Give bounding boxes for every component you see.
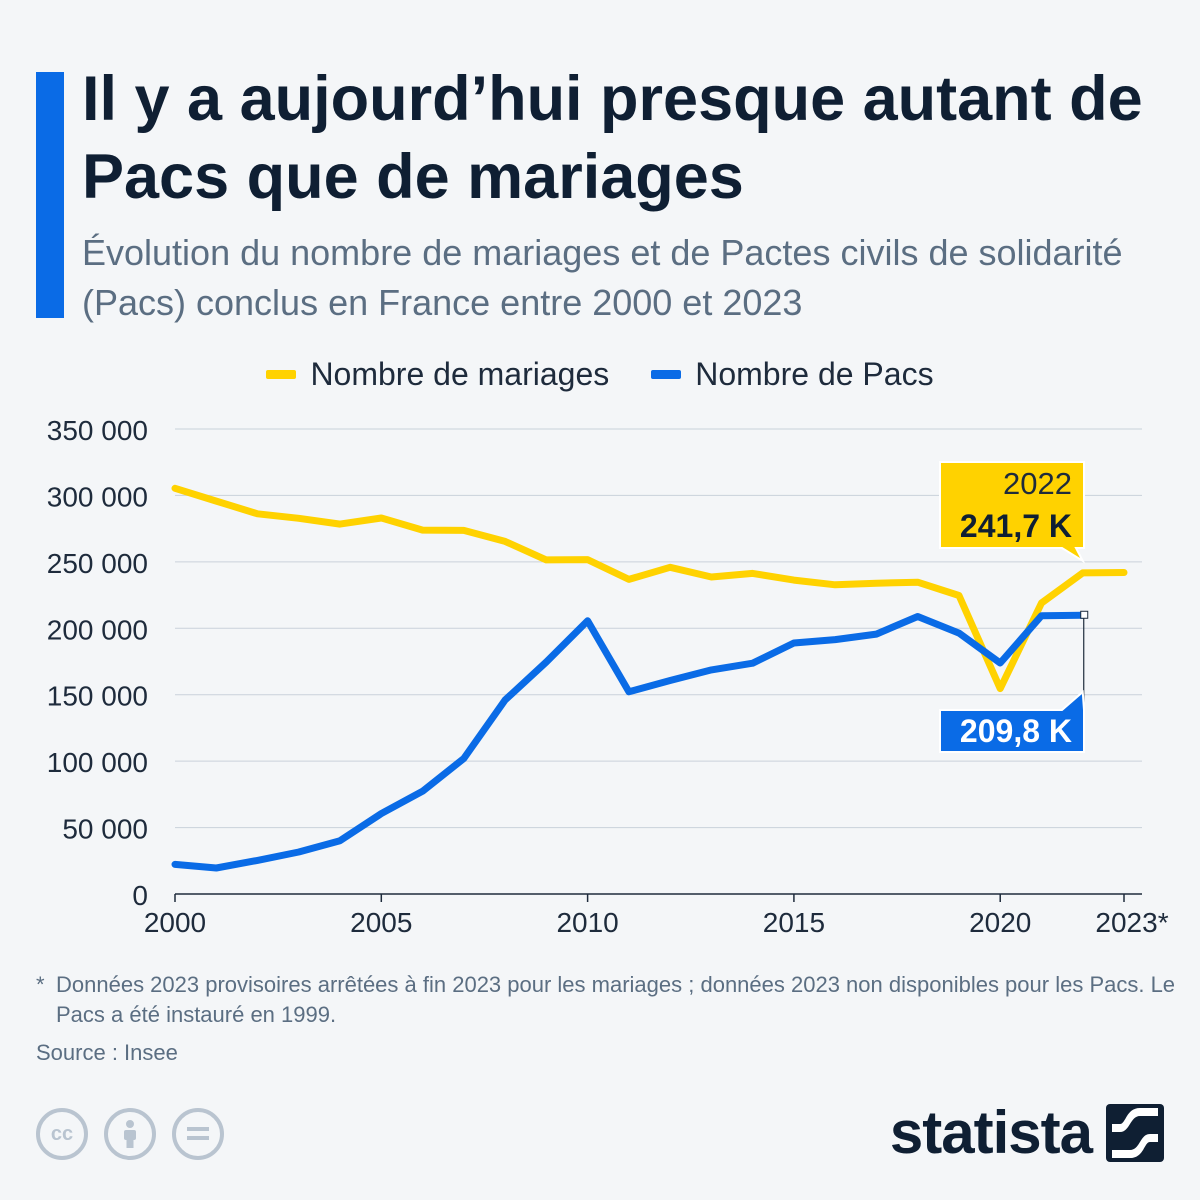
y-tick-label: 350 000	[47, 415, 148, 446]
y-tick-label: 50 000	[62, 814, 148, 845]
annotation-value-pacs: 209,8 K	[960, 713, 1072, 749]
annotation-year-label: 2022	[1003, 466, 1072, 501]
no-derivatives-icon[interactable]	[172, 1108, 224, 1160]
series-line-pacs	[171, 611, 1087, 872]
x-tick-label: 2015	[763, 907, 825, 938]
legend-swatch-pacs	[651, 370, 682, 379]
legend-swatch-mariages	[266, 370, 297, 379]
footnote-marker: *	[36, 972, 45, 997]
x-tick-label: 2005	[350, 907, 412, 938]
statista-logo-icon	[1106, 1103, 1164, 1162]
legend-item-pacs: Nombre de Pacs	[651, 356, 934, 393]
page-subtitle: Évolution du nombre de mariages et de Pa…	[82, 232, 1123, 323]
license-icons: cc	[36, 1108, 224, 1160]
footnote-text: Données 2023 provisoires arrêtées à fin …	[56, 972, 1176, 1027]
series-line-mariages	[171, 484, 1128, 693]
legend-label-mariages: Nombre de mariages	[310, 356, 610, 392]
y-tick-label: 250 000	[47, 548, 148, 579]
x-tick-label: 2010	[556, 907, 618, 938]
y-tick-label: 150 000	[47, 681, 148, 712]
legend-label-pacs: Nombre de Pacs	[695, 356, 934, 392]
footnote: * Données 2023 provisoires arrêtées à fi…	[36, 970, 1176, 1030]
annotation-value-mariages: 241,7 K	[960, 508, 1072, 544]
x-tick-label: 2000	[144, 907, 206, 938]
annotation-marker-pacs	[1080, 610, 1089, 619]
title-accent-bar	[36, 72, 64, 318]
y-tick-label: 200 000	[47, 614, 148, 645]
annotation-box-mariages	[939, 461, 1086, 564]
annotation-box-pacs	[939, 689, 1085, 753]
y-tick-label: 100 000	[47, 747, 148, 778]
page-title: Il y a aujourd’hui presque autant de Pac…	[82, 64, 1143, 212]
x-tick-label: 2023*	[1095, 907, 1168, 938]
chart-legend: Nombre de mariages Nombre de Pacs	[0, 356, 1200, 393]
statista-brand[interactable]: statista	[890, 1098, 1164, 1167]
brand-name: statista	[889, 1099, 1093, 1166]
legend-item-mariages: Nombre de mariages	[266, 356, 609, 393]
attribution-icon[interactable]	[104, 1108, 156, 1160]
line-chart: 350 000 300 000 250 000 200 000 150 000 100 0…	[47, 415, 1169, 938]
cc-icon[interactable]: cc	[36, 1108, 88, 1160]
y-tick-label: 0	[132, 880, 148, 911]
y-tick-label: 300 000	[47, 481, 148, 512]
source-text: Source : Insee	[36, 1040, 178, 1065]
x-tick-label: 2020	[969, 907, 1031, 938]
